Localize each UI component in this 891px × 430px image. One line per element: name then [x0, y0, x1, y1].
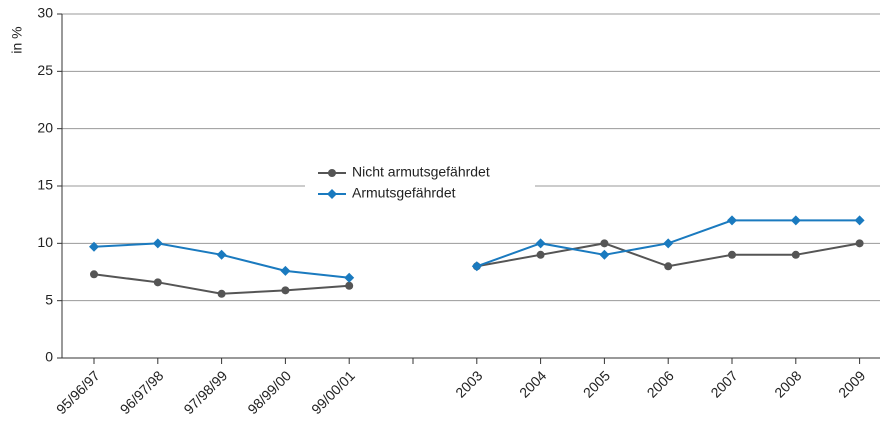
data-point [600, 239, 609, 248]
x-tick-label: 2006 [644, 367, 677, 400]
legend-marker [328, 169, 336, 177]
y-tick-label: 0 [45, 349, 53, 365]
x-tick-label: 2007 [707, 367, 740, 400]
y-tick-label: 10 [37, 234, 53, 250]
data-point [90, 270, 98, 279]
x-tick-label: 2003 [452, 367, 485, 400]
data-point [536, 250, 545, 259]
y-tick-label: 30 [37, 5, 53, 21]
x-tick-label: 2009 [835, 367, 868, 400]
data-point [280, 265, 291, 276]
data-point [663, 238, 674, 249]
data-point [89, 241, 99, 252]
y-tick-label: 15 [37, 177, 53, 193]
x-tick-label: 99/00/01 [308, 367, 358, 417]
data-point [791, 250, 800, 259]
data-point [344, 272, 355, 283]
x-tick-label: 96/97/98 [117, 367, 167, 417]
data-point [216, 249, 227, 260]
data-point [855, 239, 864, 248]
legend-box [305, 160, 535, 208]
data-point [664, 262, 673, 271]
data-point [281, 286, 290, 295]
x-tick-label: 2008 [771, 367, 804, 400]
data-point [728, 250, 736, 259]
y-tick-label: 25 [37, 62, 53, 78]
x-tick-label: 98/99/00 [244, 367, 294, 417]
data-point [471, 261, 482, 272]
data-point [790, 215, 801, 226]
legend-marker [327, 189, 337, 199]
x-tick-label: 2005 [580, 367, 613, 400]
legend: Nicht armutsgefährdet Armutsgefährdet [305, 160, 535, 208]
legend-label: Armutsgefährdet [352, 185, 456, 201]
x-tick-label: 97/98/99 [180, 367, 230, 417]
x-tick-label: 2004 [516, 367, 549, 400]
data-point [152, 238, 163, 249]
x-tick-label: 95/96/97 [53, 367, 103, 417]
data-point [727, 215, 737, 226]
data-point [854, 215, 865, 226]
data-point [599, 249, 610, 260]
data-point [153, 278, 162, 287]
y-tick-label: 20 [37, 119, 53, 135]
y-axis-label: in % [9, 26, 25, 53]
y-tick-label: 5 [45, 291, 53, 307]
data-point [217, 289, 226, 298]
data-point [345, 281, 354, 290]
legend-label: Nicht armutsgefährdet [352, 164, 490, 180]
data-point [535, 238, 546, 249]
